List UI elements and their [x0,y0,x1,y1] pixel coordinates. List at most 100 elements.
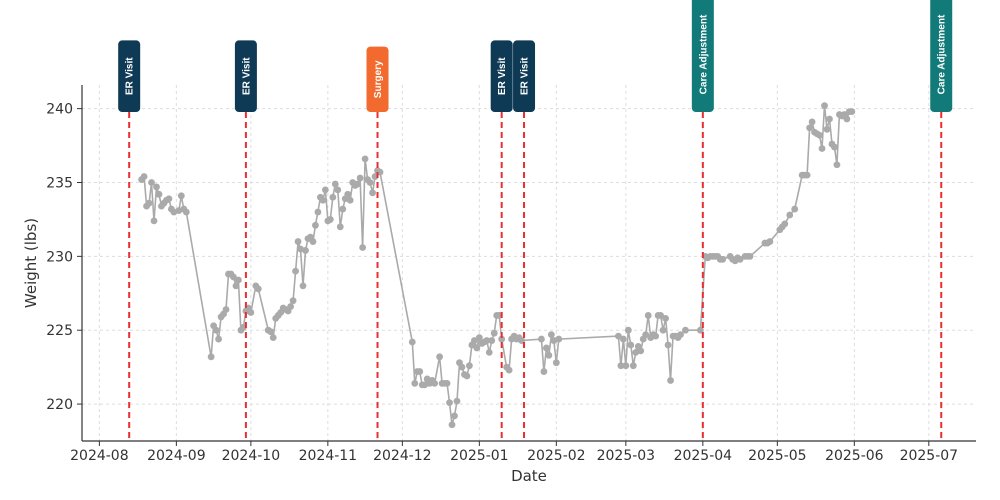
event-label-box [930,0,953,112]
data-point [505,366,513,374]
data-point [267,328,275,336]
data-point [746,252,754,260]
data-point [831,143,838,151]
y-tick-label: 240 [46,102,73,118]
data-point [321,186,329,194]
data-point [329,193,337,201]
event-markers: ER Visit ER Visit Surgery ER Visit ER Visit C… [118,0,953,441]
y-axis-ticks: 220 225 230 235 240 [46,102,82,413]
data-point [677,331,684,339]
data-point [848,108,856,115]
data-point [485,348,493,356]
x-tick-label: 2025-06 [825,448,884,464]
y-tick-label: 225 [46,323,73,339]
data-point [483,337,491,344]
x-tick-label: 2024-09 [147,448,206,464]
data-point [806,124,814,132]
data-point [833,161,841,169]
data-point [696,326,704,334]
data-point [803,171,811,179]
data-point [344,190,352,198]
data-point [232,282,240,290]
data-point [667,377,674,384]
data-point [235,276,242,284]
data-point [545,351,553,359]
data-point [622,362,630,370]
data-point [446,399,453,406]
data-point [145,199,153,207]
x-tick-label: 2025-02 [527,448,586,464]
data-point [843,115,851,123]
event-label-box [513,40,536,112]
data-point [148,179,155,186]
data-point [451,412,458,420]
data-point [289,297,297,305]
data-point [552,359,560,367]
data-point [436,353,443,361]
data-point [302,247,309,254]
grid-lines [82,85,976,441]
data-point [369,189,376,197]
data-point [207,353,215,361]
data-point [818,145,826,152]
data-point [791,205,799,213]
x-tick-label: 2024-08 [70,448,129,464]
event-label-text: Care Adjustment [698,14,709,94]
series-weight [138,102,856,429]
event-label-box [490,40,513,112]
data-point [182,208,190,216]
data-point [615,332,622,340]
data-point [547,331,555,339]
data-point [165,195,173,203]
data-point [617,362,625,370]
data-point [664,341,672,349]
event-label-box [366,46,389,112]
event-label-text: ER Visit [520,57,531,95]
data-point [408,338,416,346]
data-point [177,192,185,200]
x-tick-label: 2025-04 [674,448,733,464]
data-point [356,174,364,182]
y-tick-label: 220 [46,397,73,413]
data-point [637,347,645,355]
x-tick-label: 2025-07 [900,448,959,464]
event-label-text: ER Visit [497,57,508,95]
data-point [781,220,789,228]
data-point [336,223,344,231]
data-point [354,180,362,188]
data-point [212,326,220,334]
series-line [140,105,852,426]
data-point [624,326,632,334]
data-point [463,372,471,380]
data-point [153,183,160,191]
data-point [488,337,496,344]
data-point [823,125,831,133]
data-point [150,217,158,225]
data-point [821,102,828,110]
data-point [334,186,342,194]
data-point [538,335,545,343]
data-point [319,196,327,204]
x-tick-label: 2024-11 [299,448,358,464]
event-label-text: Surgery [373,60,384,98]
data-point [662,314,669,322]
data-point [657,312,665,319]
event-label-box [691,0,714,112]
data-point [269,334,277,341]
event-label-text: ER Visit [241,57,252,95]
data-point [766,238,774,245]
data-point [331,180,339,188]
data-point [498,335,506,343]
data-point [627,341,635,349]
data-point [294,238,302,245]
event-label-box [118,40,141,112]
data-point [540,368,548,375]
data-point [652,332,660,340]
y-axis-title: Weight (lbs) [22,218,40,308]
data-point [786,211,794,219]
data-point [361,155,369,163]
data-point [490,329,498,337]
x-tick-label: 2025-01 [450,448,509,464]
event-label-text: Care Adjustment [937,14,948,94]
